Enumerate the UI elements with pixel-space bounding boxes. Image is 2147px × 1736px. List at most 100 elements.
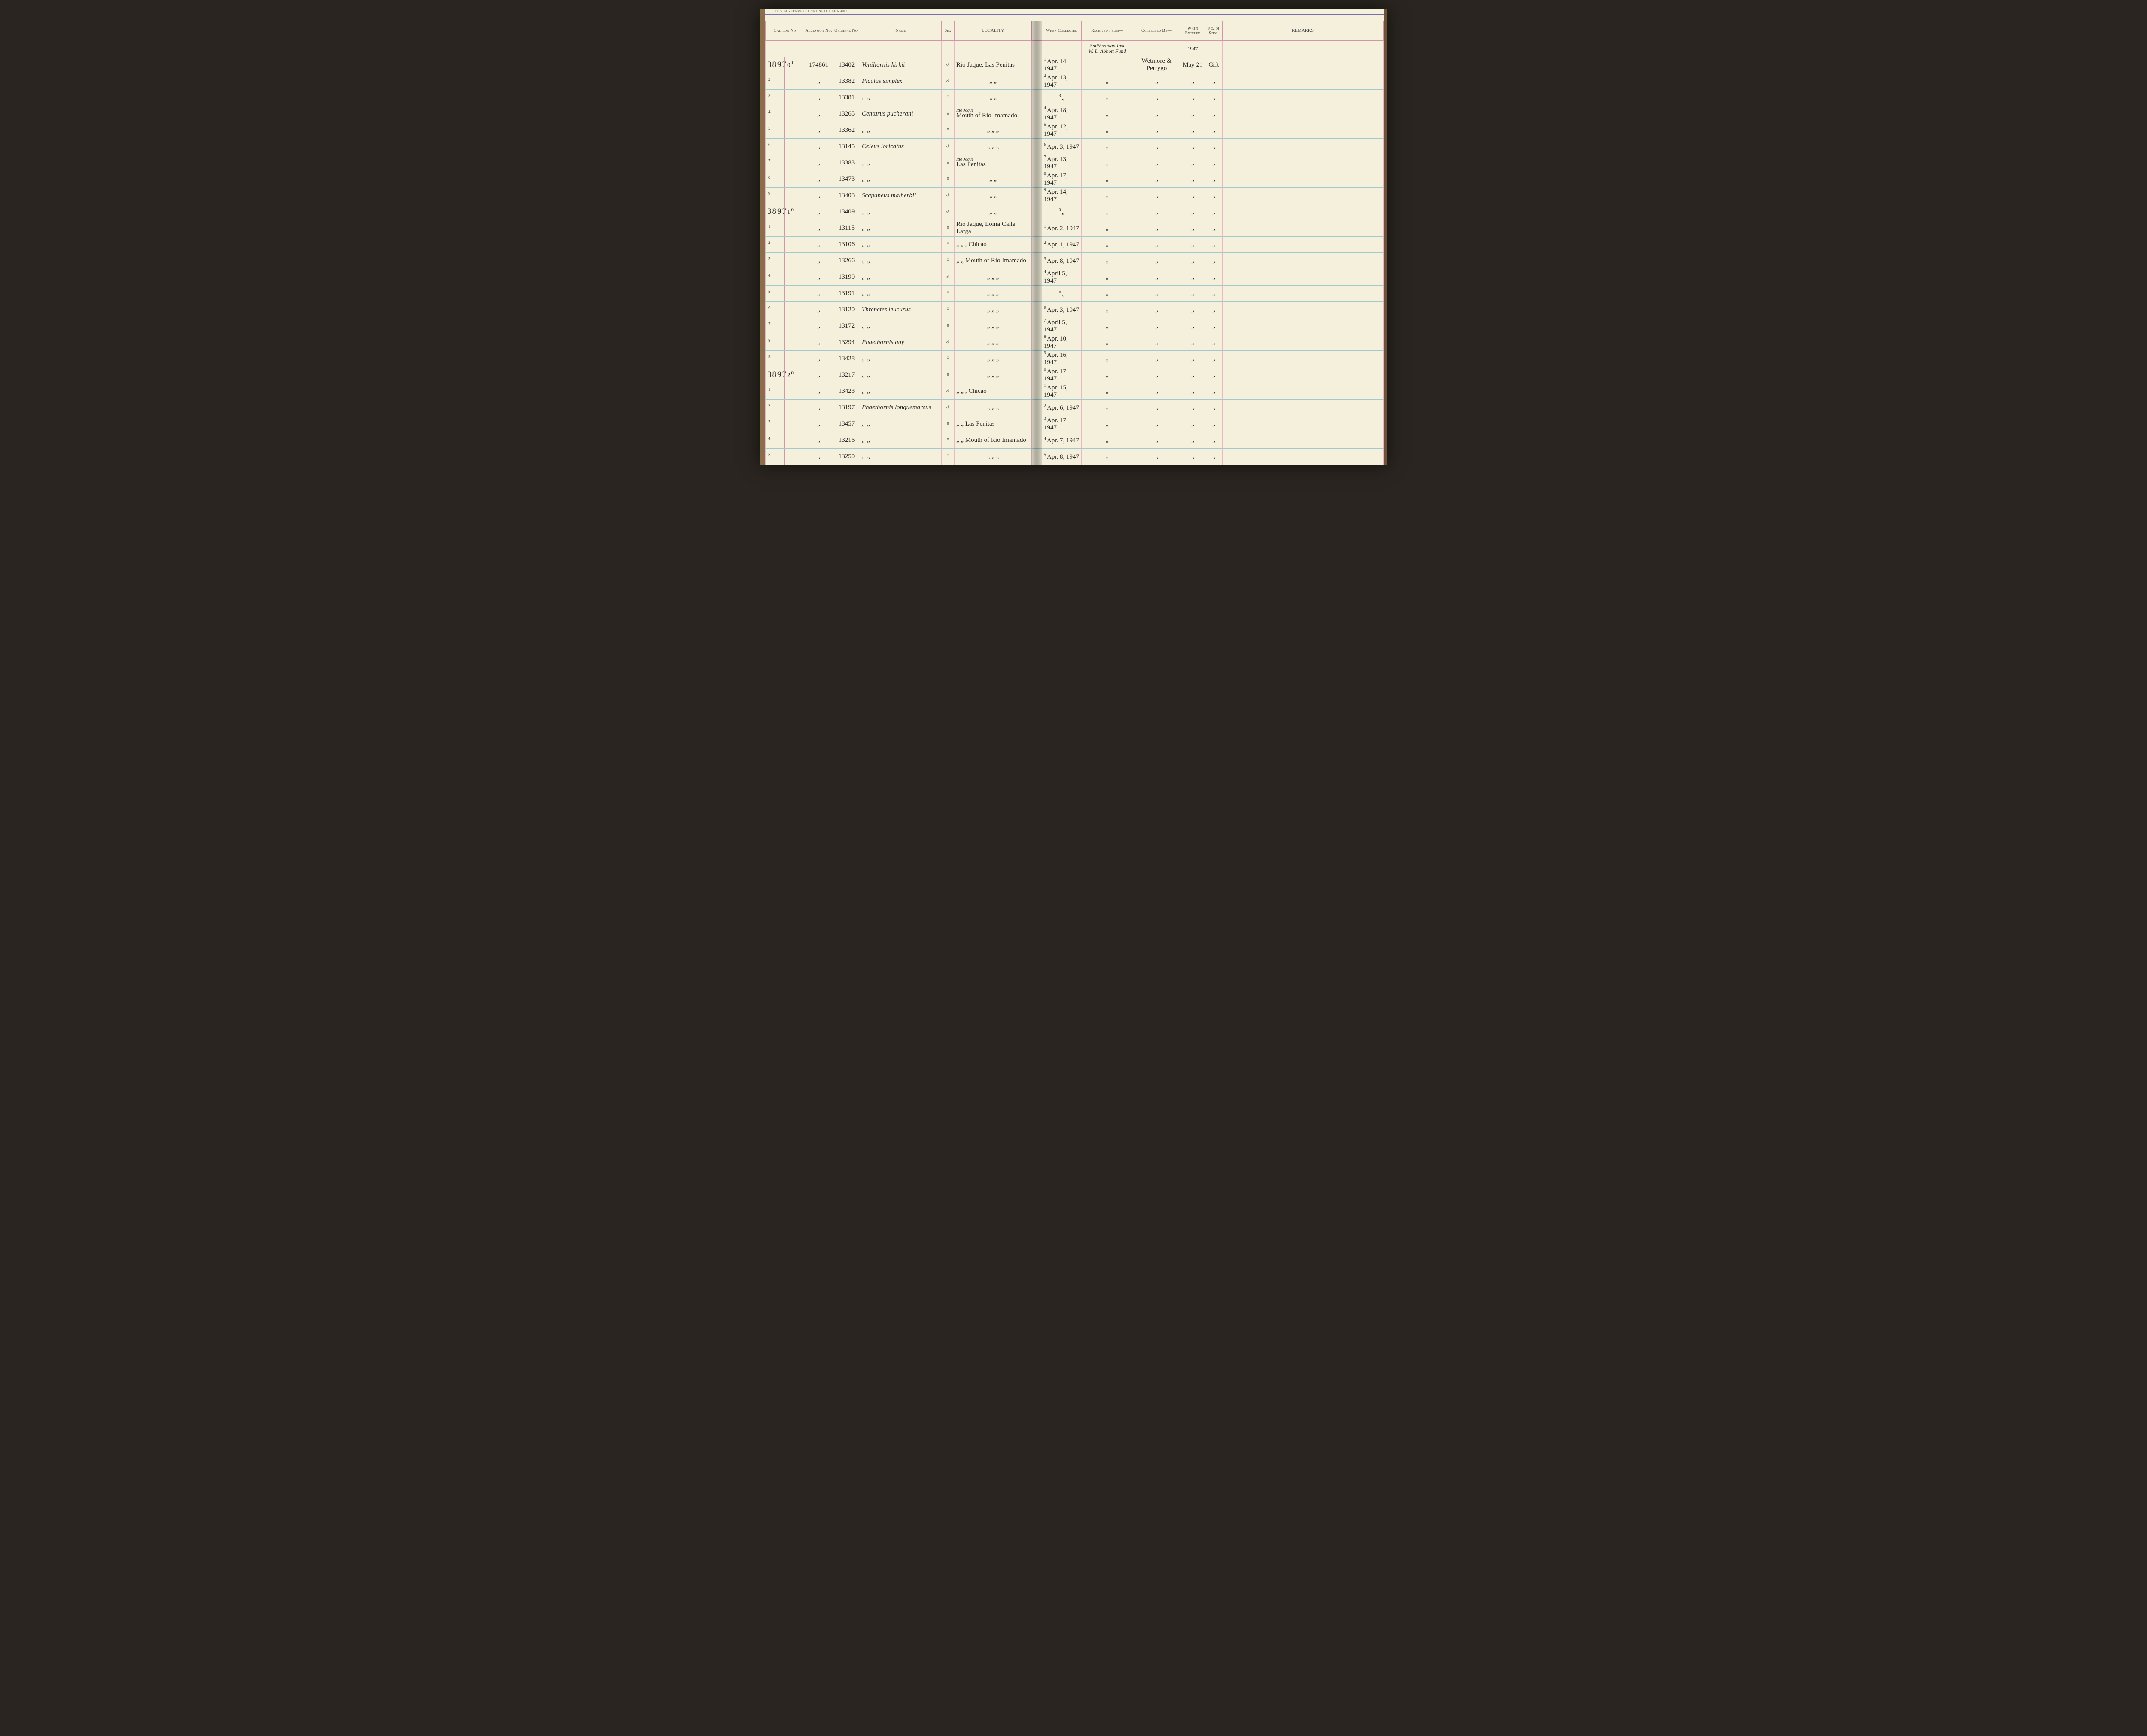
cell-collected: „ [1133,106,1180,122]
cell-accession: „ [804,73,833,89]
cell-catalog: 2 [766,73,804,89]
cell-when-collected: 6Apr. 3, 1947 [1042,138,1082,155]
cell-entered: „ [1180,269,1205,285]
cell-when-collected: 0Apr. 17, 1947 [1042,367,1082,383]
cell-entered: „ [1180,155,1205,171]
cell-sex: ♀ [942,350,955,367]
cell-entered: „ [1180,171,1205,187]
cell-catalog: 4 [766,432,804,448]
cell-name: „ „ [860,220,942,236]
ledger-row: 3„13266„ „♀„ „ Mouth of Rio Imamado3Apr.… [766,252,1384,269]
cell-entered: „ [1180,187,1205,204]
cell-accession: „ [804,106,833,122]
cell-accession: „ [804,432,833,448]
cell-when-collected: 3„ [1042,89,1082,106]
cell-accession: 174861 [804,57,833,73]
ledger-row: 9„13408Scapaneus malherbii♂„ „9Apr. 14, … [766,187,1384,204]
cell-sex: ♀ [942,155,955,171]
cell-gutter [1032,236,1042,252]
ledger-row: 5„13250„ „♀„ „ „5Apr. 8, 1947„„„„ [766,448,1384,465]
ledger-row: 4„13265Centurus pucherani♀Rio JaqueMouth… [766,106,1384,122]
cell-remarks [1223,57,1384,73]
ledger-row: 8„13473„ „♀„ „8Apr. 17, 1947„„„„ [766,171,1384,187]
cell-catalog: 5 [766,285,804,301]
cell-original: 13408 [833,187,860,204]
cell-gutter [1032,318,1042,334]
cell-collected: „ [1133,285,1180,301]
cell-locality: „ „ [955,187,1032,204]
cell-catalog: 8 [766,171,804,187]
cell-sex: ♂ [942,334,955,350]
cell-gutter [1032,171,1042,187]
cell-received: „ [1082,350,1133,367]
ledger-row: 38970117486113402Veniliornis kirkii♂Rio … [766,57,1384,73]
cell-locality: „ „ Las Penitas [955,416,1032,432]
cell-locality: „ „ [955,89,1032,106]
cell-gutter [1032,187,1042,204]
cell-locality: „ „ „ [955,367,1032,383]
cell-when-collected: 1Apr. 14, 1947 [1042,57,1082,73]
ledger-row: 389720„13217„ „♀„ „ „0Apr. 17, 1947„„„„ [766,367,1384,383]
cell-when-collected: 7Apr. 13, 1947 [1042,155,1082,171]
cell-sex: ♀ [942,106,955,122]
cell-original: 13115 [833,220,860,236]
cell-sex: ♀ [942,367,955,383]
cell-gutter [1032,383,1042,399]
cell-locality: Rio JaqueMouth of Rio Imamado [955,106,1032,122]
cell-gutter [1032,285,1042,301]
cell-spec: „ [1205,252,1223,269]
cell-spec: „ [1205,432,1223,448]
cell-gutter [1032,155,1042,171]
cell-accession: „ [804,383,833,399]
cell-original: 13423 [833,383,860,399]
cell-remarks [1223,252,1384,269]
cell-collected: „ [1133,171,1180,187]
cell-gutter [1032,301,1042,318]
col-header-collected: Collected By— [1133,21,1180,40]
cell-when-collected: 3Apr. 17, 1947 [1042,416,1082,432]
cell-accession: „ [804,350,833,367]
cell-entered: May 21 [1180,57,1205,73]
cell-name: Scapaneus malherbii [860,187,942,204]
col-header-original: Original No. [833,21,860,40]
cell-accession: „ [804,318,833,334]
cell-sex: ♂ [942,269,955,285]
cell-gutter [1032,252,1042,269]
cell-gutter [1032,122,1042,138]
cell-sex: ♀ [942,318,955,334]
cell-spec: „ [1205,399,1223,416]
cell-accession: „ [804,155,833,171]
cell-spec: „ [1205,155,1223,171]
cell-original: 13294 [833,334,860,350]
cell-gutter [1032,106,1042,122]
cell-original: 13362 [833,122,860,138]
ledger-row: 1„13115„ „♀Rio Jaque, Loma Calle Larga1A… [766,220,1384,236]
ledger-row: 2„13197Phaethornis longuemareus♂„ „ „2Ap… [766,399,1384,416]
cell-received: „ [1082,399,1133,416]
cell-locality: „ „ „ [955,122,1032,138]
cell-name: „ „ [860,367,942,383]
cell-when-collected: 4April 5, 1947 [1042,269,1082,285]
col-header-when: When Collected [1042,21,1082,40]
cell-original: 13266 [833,252,860,269]
cell-remarks [1223,367,1384,383]
cell-original: 13409 [833,204,860,220]
cell-original: 13250 [833,448,860,465]
cell-gutter [1032,73,1042,89]
cell-locality: „ „ „ [955,269,1032,285]
cell-spec: „ [1205,285,1223,301]
cell-collected: „ [1133,383,1180,399]
cell-spec: „ [1205,318,1223,334]
cell-locality: „ „ „ [955,334,1032,350]
cell-accession: „ [804,122,833,138]
cell-locality: „ „ Mouth of Rio Imamado [955,252,1032,269]
cell-entered: „ [1180,383,1205,399]
cell-locality: „ „ „ [955,399,1032,416]
cell-received: „ [1082,301,1133,318]
cell-accession: „ [804,220,833,236]
annotation-line1: Smithsonian Inst [1090,43,1124,49]
col-header-accession: Accession No. [804,21,833,40]
cell-received: „ [1082,367,1133,383]
cell-catalog: 8 [766,334,804,350]
cell-collected: „ [1133,187,1180,204]
